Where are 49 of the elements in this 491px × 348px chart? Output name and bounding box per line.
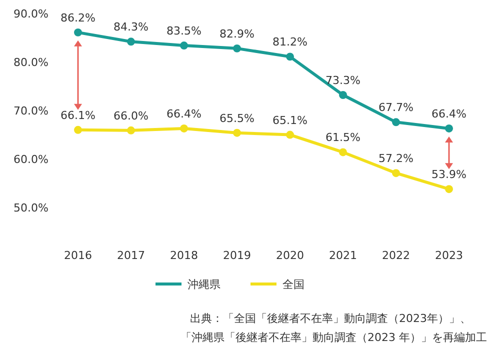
data-label: 65.1% bbox=[272, 114, 308, 127]
y-tick-label: 90.0% bbox=[14, 8, 48, 21]
x-tick-label: 2020 bbox=[276, 248, 304, 262]
x-tick-label: 2018 bbox=[170, 248, 198, 262]
source-note: 出典：「全国「後継者不在率」動向調査（2023年）」、 bbox=[190, 312, 471, 325]
point bbox=[127, 38, 135, 46]
y-tick-label: 70.0% bbox=[14, 104, 48, 118]
point bbox=[392, 118, 400, 126]
point bbox=[445, 185, 453, 194]
point bbox=[180, 42, 188, 50]
y-tick-label: 60.0% bbox=[14, 153, 48, 166]
y-tick-label: 80.0% bbox=[14, 56, 48, 70]
data-label: 66.1% bbox=[60, 108, 96, 122]
point bbox=[127, 126, 135, 134]
data-label: 82.9% bbox=[220, 27, 254, 40]
data-label: 66.4% bbox=[432, 107, 466, 120]
point bbox=[74, 28, 82, 36]
point bbox=[233, 44, 241, 52]
legend-label: 沖縄県 bbox=[188, 278, 220, 291]
x-tick-label: 2017 bbox=[117, 248, 145, 262]
point bbox=[392, 169, 400, 178]
point bbox=[445, 124, 453, 132]
x-tick-label: 2022 bbox=[382, 248, 410, 262]
point bbox=[339, 148, 347, 156]
data-label: 73.3% bbox=[326, 74, 360, 87]
point bbox=[180, 124, 188, 132]
text: 「沖縄県「後継者不在率」動向調査（2023 年）」を再編加工 bbox=[180, 331, 487, 344]
point bbox=[286, 52, 294, 61]
y-tick-label: 50.0% bbox=[14, 202, 48, 215]
data-label: 86.2% bbox=[60, 11, 96, 24]
data-label: 53.9% bbox=[432, 168, 466, 182]
legend-label: 全国 bbox=[282, 278, 304, 291]
data-label: 84.3% bbox=[114, 20, 148, 34]
data-label: 67.7% bbox=[378, 101, 414, 114]
x-tick-label: 2023 bbox=[435, 248, 463, 262]
point bbox=[339, 91, 347, 99]
x-tick-label: 2021 bbox=[329, 248, 357, 262]
data-label: 66.4% bbox=[166, 107, 202, 120]
data-label: 61.5% bbox=[326, 131, 360, 144]
data-label: 66.0% bbox=[114, 109, 148, 122]
point bbox=[233, 128, 241, 137]
data-label: 65.5% bbox=[220, 112, 254, 125]
data-label: 83.5% bbox=[166, 24, 202, 38]
point bbox=[286, 130, 294, 139]
data-label: 57.2% bbox=[378, 152, 414, 166]
data-label: 81.2% bbox=[272, 36, 308, 49]
x-tick-label: 2016 bbox=[64, 248, 92, 262]
x-tick-label: 2019 bbox=[223, 248, 251, 262]
point bbox=[74, 126, 82, 134]
